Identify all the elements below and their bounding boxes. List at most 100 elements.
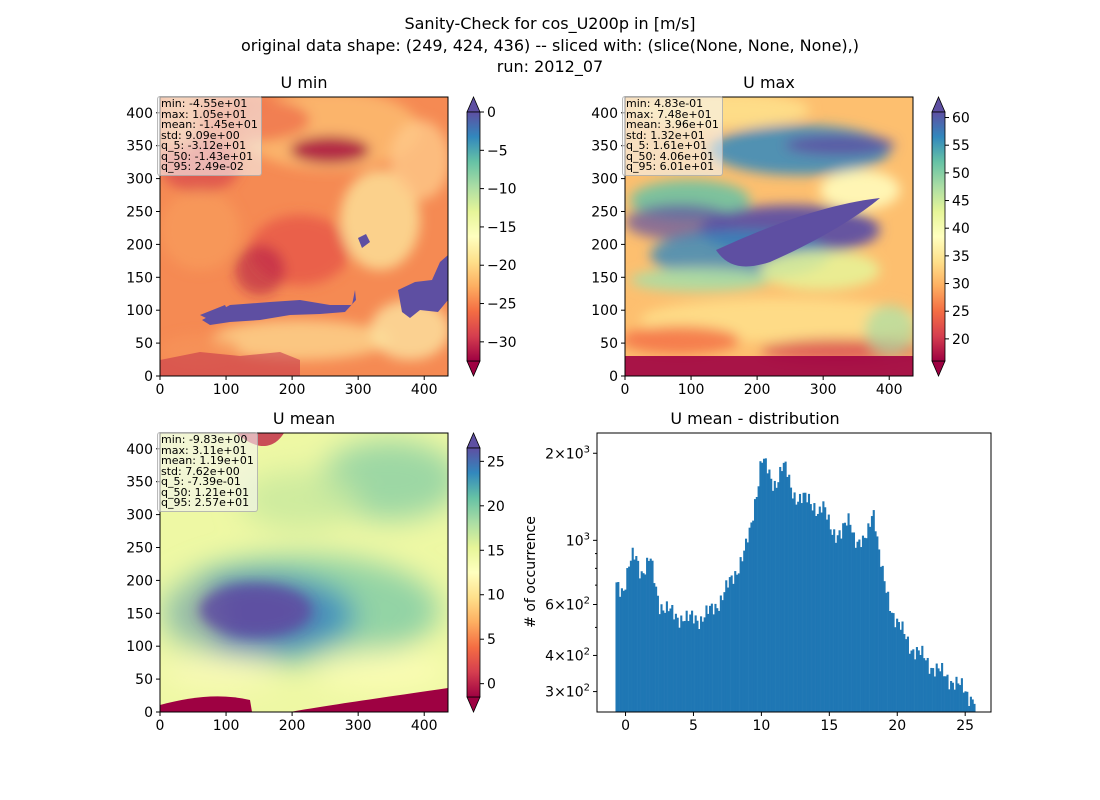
- colorbar-umean: 25 20 15 10 5 0: [466, 431, 505, 714]
- histogram-bar: [741, 561, 744, 712]
- histogram-bar: [849, 524, 852, 712]
- stats-line: max: 7.48e+01: [626, 107, 712, 121]
- histogram-bar: [921, 645, 924, 712]
- histogram-bar: [948, 689, 951, 712]
- histogram-bar: [896, 618, 899, 712]
- histogram-bar: [842, 523, 845, 712]
- histogram-bar: [791, 498, 794, 712]
- histogram-bar: [716, 608, 719, 712]
- histogram-bar: [960, 678, 963, 712]
- histogram-bar: [680, 615, 683, 712]
- stats-line: min: 4.83e-01: [626, 97, 704, 110]
- histogram-bar: [845, 525, 848, 712]
- histogram-bar: [647, 560, 650, 712]
- colorbar-gradient: [466, 111, 481, 362]
- histogram-bar: [831, 534, 834, 712]
- stats-line: max: 3.11e+01: [161, 443, 247, 457]
- histogram-bar: [660, 604, 663, 712]
- histogram-bar: [915, 647, 918, 712]
- histogram-bar: [836, 535, 839, 712]
- histogram-bar: [892, 613, 895, 712]
- hist-y-tick-label: 2×103: [545, 444, 590, 462]
- histogram-bar: [807, 493, 811, 712]
- x-tick-label: 400: [411, 718, 438, 734]
- histogram-bar: [743, 550, 746, 712]
- histogram-bar: [843, 522, 847, 712]
- x-tick-label: 0: [156, 718, 165, 734]
- colorbar-tick-label: 0: [487, 105, 496, 121]
- stats-line: q_5: 1.61e+01: [626, 139, 708, 152]
- histogram-bar: [968, 706, 971, 712]
- histogram-bar: [705, 605, 708, 712]
- histogram-bar: [797, 501, 800, 712]
- x-tick-label: 400: [411, 382, 438, 398]
- colorbar-tick-label: 10: [487, 588, 505, 604]
- histogram-bar: [933, 676, 936, 712]
- x-tick-label: 200: [744, 382, 771, 398]
- y-tick-label: 350: [591, 139, 618, 155]
- histogram-bar: [811, 510, 814, 712]
- histogram-bar: [628, 566, 631, 712]
- histogram-bar: [687, 621, 690, 712]
- suptitle-line-1: Sanity-Check for cos_U200p in [m/s]: [404, 14, 695, 34]
- x-tick-label: 200: [279, 382, 306, 398]
- histogram-bar: [746, 542, 749, 712]
- histogram-bar: [888, 610, 891, 712]
- histogram-bar: [615, 582, 618, 712]
- histogram-bar: [653, 583, 656, 712]
- histogram-bar: [725, 580, 728, 712]
- histogram-bar: [683, 620, 686, 712]
- stats-line: std: 7.62e+00: [161, 464, 240, 478]
- histogram-bar: [757, 486, 760, 712]
- histogram-bar: [718, 610, 721, 712]
- histogram-bar: [619, 596, 622, 712]
- hist-x-tick-label: 20: [888, 718, 906, 734]
- histogram-bar: [829, 529, 832, 712]
- histogram-bar: [858, 539, 861, 712]
- histogram-bar: [957, 683, 960, 712]
- histogram-bar: [953, 689, 956, 712]
- histogram-bar: [664, 612, 667, 712]
- hist-x-tick-label: 15: [820, 718, 838, 734]
- histogram-bar: [910, 650, 913, 712]
- histogram-bar: [874, 531, 877, 712]
- hist-axes-frame: [596, 432, 992, 713]
- umax-axes: 0 100 200 300 400 0 50 100 150 200 250 300 350 400: [591, 106, 902, 398]
- hist-y-tick-label: 103: [566, 531, 590, 549]
- stats-line: q_50: -1.43e+01: [161, 149, 254, 163]
- histogram-bar: [637, 560, 640, 712]
- histogram-bar: [770, 478, 773, 712]
- histogram-bar: [869, 526, 872, 712]
- histogram-bar: [926, 657, 929, 712]
- histogram-bar: [620, 588, 623, 712]
- histogram-bar: [930, 667, 933, 712]
- histogram-bar: [739, 557, 742, 712]
- histogram-bar: [854, 547, 857, 712]
- histogram-bar: [890, 612, 893, 712]
- histogram-bar: [946, 674, 949, 712]
- histogram-bar: [755, 496, 758, 712]
- colorbar-extend-min: [466, 696, 481, 714]
- histogram-bar: [833, 529, 836, 712]
- colorbar-tick-label: −25: [487, 297, 517, 313]
- colorbar-umin: 0 −5 −10 −15 −20 −25 −30: [466, 95, 517, 378]
- histogram-bar: [678, 627, 681, 712]
- histogram-bar: [851, 532, 854, 712]
- histogram-bar: [735, 574, 739, 712]
- colorbar-tick-label: 50: [952, 166, 970, 182]
- histogram-bar: [762, 458, 766, 712]
- hist-x-tick-label: 10: [752, 718, 770, 734]
- hist-y-tick-label: 4×102: [545, 646, 590, 664]
- stats-line: min: -4.55e+01: [161, 97, 248, 110]
- umin-axes-frame: [159, 96, 449, 377]
- histogram-bar: [919, 655, 922, 712]
- histogram-bar: [703, 617, 706, 712]
- histogram-bar: [744, 538, 748, 712]
- histogram-bar: [860, 547, 863, 712]
- histogram-bar: [932, 668, 935, 712]
- histogram-bar: [676, 617, 679, 712]
- colorbar-tick-label: 15: [487, 543, 505, 559]
- y-tick-label: 50: [135, 336, 153, 352]
- histogram-bar: [798, 493, 802, 712]
- histogram-bar: [782, 462, 785, 712]
